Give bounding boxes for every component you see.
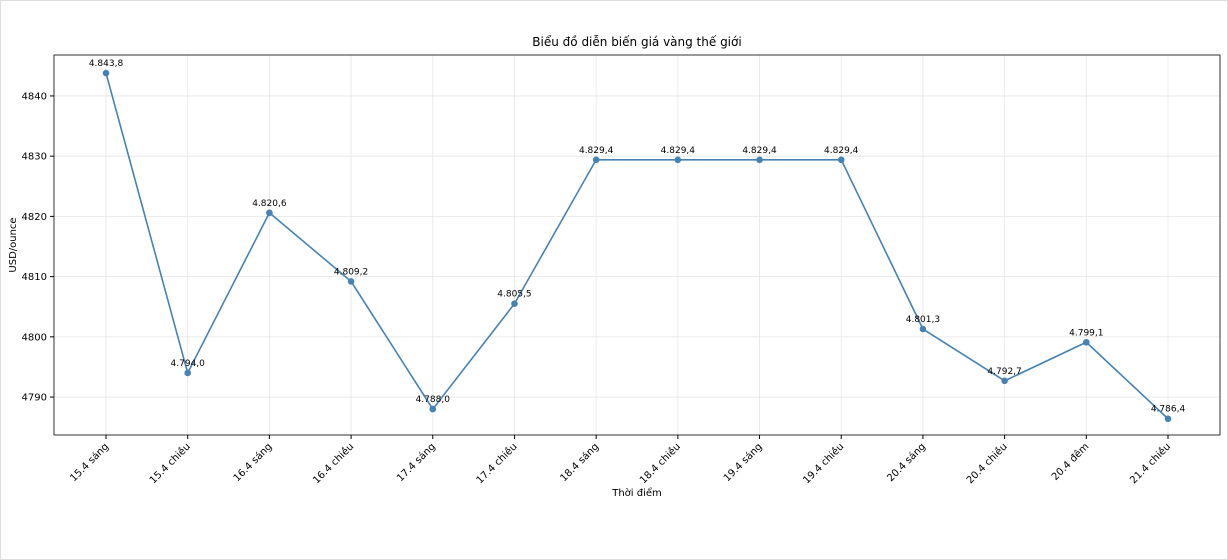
point <box>1001 377 1008 385</box>
line <box>105 72 1169 420</box>
value-label: 4.829,4 <box>824 146 859 156</box>
value-label: 4.843,8 <box>89 59 124 69</box>
point <box>1164 415 1172 423</box>
value-label: 4.788,0 <box>416 395 451 405</box>
chart-title: Biểu đồ diễn biến giá vàng thế giới <box>532 35 741 49</box>
y-tick-label: 4790 <box>22 393 47 404</box>
value-label: 4.794,0 <box>171 359 206 369</box>
point <box>429 405 437 413</box>
value-label: 4.805,5 <box>497 290 531 300</box>
point <box>919 325 927 333</box>
point <box>592 156 600 164</box>
value-label: 4.829,4 <box>742 146 777 156</box>
point <box>511 300 518 308</box>
point <box>102 69 110 77</box>
point <box>184 369 191 377</box>
x-axis-label: Thời điểm <box>611 486 662 499</box>
point <box>347 278 355 285</box>
value-label: 4.801,3 <box>906 315 940 325</box>
value-label: 4.786,4 <box>1151 405 1186 415</box>
y-tick-label: 4830 <box>22 152 47 163</box>
y-tick-label: 4840 <box>22 91 47 102</box>
point <box>837 156 845 164</box>
value-label: 4.829,4 <box>661 146 696 156</box>
point <box>756 156 763 164</box>
value-label: 4.799,1 <box>1069 328 1103 338</box>
point <box>266 209 273 217</box>
y-tick-label: 4800 <box>22 332 47 343</box>
value-label: 4.792,7 <box>987 367 1021 377</box>
value-label: 4.809,2 <box>334 267 368 277</box>
point <box>674 156 682 164</box>
y-tick-label: 4810 <box>22 272 47 283</box>
y-axis-label: USD/ounce <box>8 217 19 272</box>
point <box>1083 338 1090 346</box>
value-label: 4.820,6 <box>252 199 287 209</box>
plot-frame <box>53 54 1221 436</box>
y-tick-label: 4820 <box>22 212 47 223</box>
value-label: 4.829,4 <box>579 146 614 156</box>
